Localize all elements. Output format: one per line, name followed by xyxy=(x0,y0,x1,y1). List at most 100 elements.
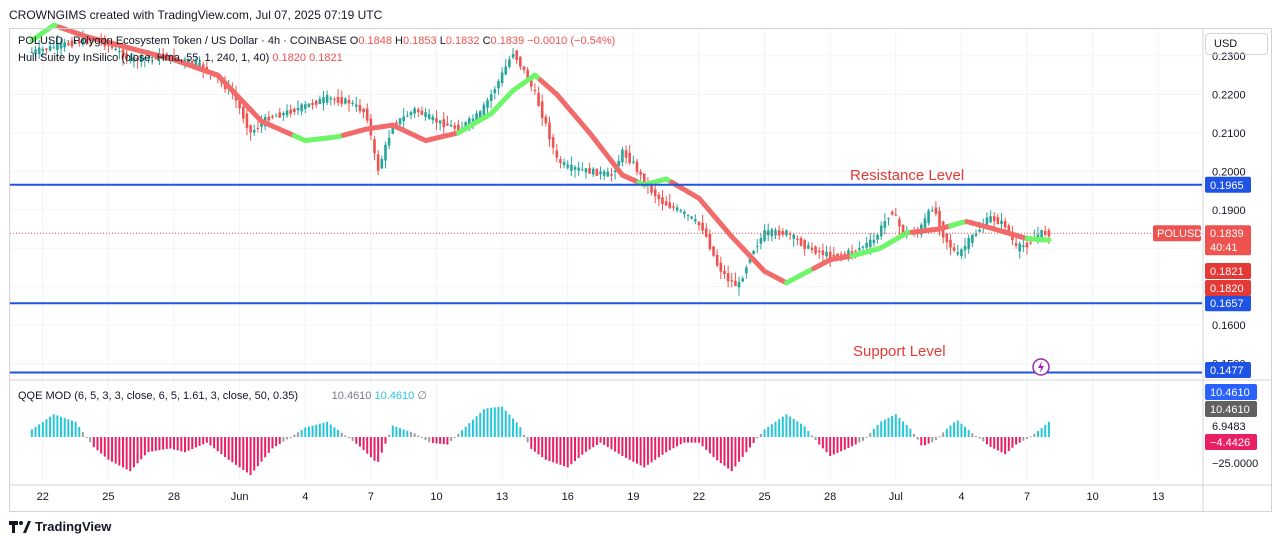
qqe-bar xyxy=(464,426,467,437)
qqe-bar xyxy=(351,437,354,441)
qqe-bar xyxy=(905,425,908,437)
qqe-title: QQE MOD (6, 5, 3, 3, close, 6, 5, 1.61, … xyxy=(18,390,299,402)
candle-body xyxy=(519,56,522,67)
last-price: 0.1839 xyxy=(1210,228,1244,240)
qqe-bar xyxy=(78,426,81,437)
indicator-title: Hull Suite by InSilico (close, Hma, 55, … xyxy=(18,52,270,64)
qqe-bar xyxy=(413,433,416,437)
time-axis-labels: 22 25 28 Jun 4 7 10 13 16 19 22 25 28 Jul 4 7 10 13 xyxy=(37,491,1165,503)
candle-body xyxy=(938,210,941,228)
symbol-legend[interactable]: POLUSD · Polygon Ecosystem Token / US Do… xyxy=(18,35,615,47)
qqe-bar xyxy=(599,437,602,443)
candle-body xyxy=(402,116,405,122)
candle-body xyxy=(150,56,154,58)
candle-body xyxy=(497,81,500,89)
candle-body xyxy=(1022,245,1025,248)
qqe-bar xyxy=(701,437,704,447)
candle-body xyxy=(125,53,128,60)
candle-body xyxy=(77,40,81,44)
candle-body xyxy=(777,230,781,236)
qqe-bar xyxy=(238,437,241,468)
candle-body xyxy=(59,42,63,49)
qqe-bar xyxy=(854,437,857,445)
qqe-bar xyxy=(453,437,456,438)
candle-body xyxy=(351,102,354,104)
lightning-icon-bolt xyxy=(1038,361,1044,373)
qqe-bar xyxy=(832,437,835,455)
tradingview-footer[interactable]: TradingView xyxy=(9,519,111,534)
candle-body xyxy=(672,206,675,208)
qqe-bar xyxy=(151,437,154,452)
candle-body xyxy=(661,197,664,205)
symbol-tag: POLUSD xyxy=(1157,228,1202,240)
symbol-title: POLUSD · Polygon Ecosystem Token / US Do… xyxy=(18,35,347,47)
qqe-bar xyxy=(679,437,682,445)
qqe-bar xyxy=(344,435,347,437)
qqe-bar xyxy=(96,437,99,451)
candle-body xyxy=(1029,242,1032,244)
resistance-price-tag-bg xyxy=(1205,176,1251,193)
qqe-bar xyxy=(176,437,179,451)
candle-body xyxy=(249,125,252,133)
candle-body xyxy=(464,122,467,129)
qqe-bar xyxy=(537,437,540,455)
qqe-bar xyxy=(92,437,95,448)
indicator-legend[interactable]: Hull Suite by InSilico (close, Hma, 55, … xyxy=(18,52,343,64)
candle-body xyxy=(344,98,347,104)
qqe-bar xyxy=(224,437,227,457)
candle-body xyxy=(340,97,344,104)
candle-body xyxy=(427,114,431,119)
qqe-bar xyxy=(774,421,777,437)
candle-body xyxy=(839,254,843,256)
candle-body xyxy=(570,164,573,171)
qqe-legend[interactable]: QQE MOD (6, 5, 3, 3, close, 6, 5, 1.61, … xyxy=(18,389,427,402)
qqe-tick-1: 6.9483 xyxy=(1212,421,1246,433)
candle-body xyxy=(978,229,981,232)
chart-frame xyxy=(9,28,1272,512)
qqe-bar xyxy=(974,435,977,437)
close-label: C xyxy=(482,35,491,47)
candle-body xyxy=(110,45,114,48)
time-tick: Jun xyxy=(231,491,249,503)
qqe-bar xyxy=(770,424,773,437)
candle-body xyxy=(1025,242,1029,248)
candle-body xyxy=(967,237,971,250)
candle-body xyxy=(468,118,471,127)
qqe-bar xyxy=(358,437,361,447)
candle-body xyxy=(595,168,599,176)
qqe-bar xyxy=(118,437,121,466)
price-tick: 0.2100 xyxy=(1212,128,1246,140)
qqe-bar xyxy=(362,437,365,451)
qqe-bar xyxy=(654,437,657,460)
qqe-bar xyxy=(891,416,894,437)
candle-body xyxy=(927,210,930,224)
candle-body xyxy=(989,216,992,223)
qqe-bar xyxy=(836,437,839,453)
candle-body xyxy=(934,207,938,214)
candle-body xyxy=(843,253,847,255)
qqe-bar xyxy=(329,424,332,437)
currency-selector[interactable]: USD xyxy=(1205,33,1268,55)
candle-body xyxy=(201,64,205,71)
time-tick: 28 xyxy=(824,491,836,503)
qqe-bar xyxy=(143,437,146,456)
candle-body xyxy=(187,59,190,64)
osc-divider xyxy=(9,29,1271,511)
lightning-icon xyxy=(1032,358,1050,376)
qqe-bar xyxy=(927,437,930,444)
support-price-tag: 0.1657 xyxy=(1210,298,1244,310)
qqe-bar xyxy=(1044,424,1047,437)
qqe-bar xyxy=(996,437,999,451)
candle-body xyxy=(37,47,41,55)
qqe-bar xyxy=(843,437,846,450)
candle-body xyxy=(825,251,828,257)
candle-body xyxy=(238,101,241,109)
qqe-bar xyxy=(818,437,821,445)
qqe-bar xyxy=(154,437,157,451)
qqe-bar xyxy=(417,435,420,437)
candle-body xyxy=(657,194,661,200)
qqe-bar xyxy=(420,437,423,438)
qqe-bar xyxy=(475,416,478,437)
qqe-bar xyxy=(388,434,391,437)
